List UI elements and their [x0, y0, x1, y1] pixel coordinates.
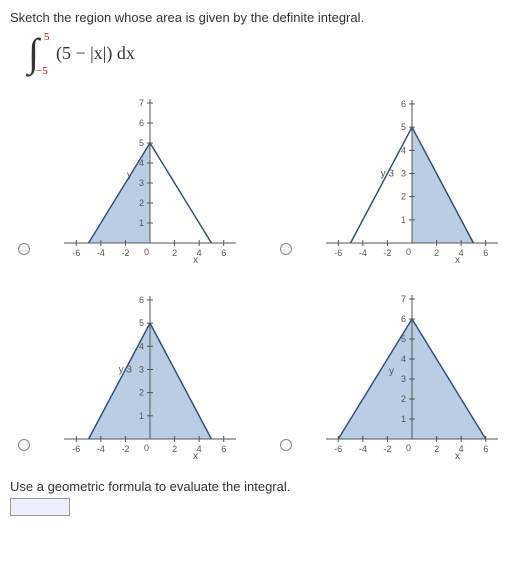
x-tick-label: -2: [121, 444, 129, 454]
x-tick-label: 2: [172, 248, 177, 258]
y-tick-label: 4: [139, 341, 144, 351]
origin-label: 0: [144, 443, 149, 453]
y-tick-label: 2: [139, 198, 144, 208]
integral-expression: ∫ 5 −5 (5 − |x|) dx: [28, 33, 518, 77]
y-tick-label: 6: [401, 99, 406, 109]
plot-A: -6-4-224601234567yx: [36, 89, 246, 269]
choice-B: -6-4-22460123456y 3x: [280, 89, 518, 269]
x-tick-label: 6: [221, 248, 226, 258]
choice-A: -6-4-224601234567yx: [18, 89, 256, 269]
answer-input[interactable]: [10, 498, 70, 516]
x-tick-label: -6: [72, 248, 80, 258]
origin-label: 0: [406, 443, 411, 453]
y-tick-label: 7: [139, 98, 144, 108]
footer-question: Use a geometric formula to evaluate the …: [10, 479, 518, 494]
y-tick-label: 5: [401, 334, 406, 344]
radio-B[interactable]: [280, 243, 292, 255]
x-tick-label: -4: [97, 444, 105, 454]
y-tick-label: 4: [139, 158, 144, 168]
y-tick-label: 2: [401, 394, 406, 404]
y-tick-label: 4: [401, 354, 406, 364]
x-tick-label: 6: [483, 444, 488, 454]
x-axis-label: x: [193, 255, 198, 266]
question-text: Sketch the region whose area is given by…: [10, 10, 518, 25]
y-tick-label: 3: [401, 168, 406, 178]
y-tick-label: 5: [401, 122, 406, 132]
x-tick-label: 6: [483, 248, 488, 258]
y-tick-label: 1: [139, 411, 144, 421]
x-axis-label: x: [455, 255, 460, 266]
integral-lower: −5: [36, 65, 48, 77]
origin-label: 0: [406, 247, 411, 257]
y-axis-label: y: [389, 366, 394, 377]
y-axis-label: y 3: [381, 168, 395, 179]
y-tick-label: 4: [401, 145, 406, 155]
y-tick-label: 6: [401, 314, 406, 324]
x-tick-label: 6: [221, 444, 226, 454]
y-tick-label: 1: [401, 414, 406, 424]
x-tick-label: 2: [172, 444, 177, 454]
x-tick-label: -2: [383, 248, 391, 258]
x-tick-label: -2: [383, 444, 391, 454]
x-axis-label: x: [455, 451, 460, 462]
radio-D[interactable]: [280, 439, 292, 451]
y-tick-label: 2: [139, 388, 144, 398]
x-tick-label: -4: [359, 444, 367, 454]
integral-upper: 5: [44, 31, 50, 43]
x-tick-label: -2: [121, 248, 129, 258]
x-axis-label: x: [193, 451, 198, 462]
x-tick-label: 2: [434, 444, 439, 454]
integral-body: (5 − |x|) dx: [56, 43, 135, 64]
origin-label: 0: [144, 247, 149, 257]
x-tick-label: -6: [334, 248, 342, 258]
y-tick-label: 2: [401, 192, 406, 202]
choice-C: -6-4-22460123456y 3x: [18, 285, 256, 465]
y-tick-label: 1: [401, 215, 406, 225]
y-tick-label: 3: [139, 178, 144, 188]
y-tick-label: 6: [139, 295, 144, 305]
y-tick-label: 7: [401, 294, 406, 304]
x-tick-label: -6: [334, 444, 342, 454]
radio-C[interactable]: [18, 439, 30, 451]
y-axis-label: y 3: [119, 364, 133, 375]
plot-D: -6-4-224601234567yx: [298, 285, 508, 465]
x-tick-label: -6: [72, 444, 80, 454]
y-axis-label: y: [127, 170, 132, 181]
x-tick-label: -4: [359, 248, 367, 258]
y-tick-label: 1: [139, 218, 144, 228]
y-tick-label: 5: [139, 318, 144, 328]
choices-grid: -6 -4 -2 2 4 6 0 1 2 3 4 5 6 7 y x -6 -4 -2 2 4 6 0 1 2 3 4 5 6 y 3 x -…: [18, 89, 518, 465]
choice-D: -6-4-224601234567yx: [280, 285, 518, 465]
triangle-right-edge: [150, 143, 211, 243]
x-tick-label: -4: [97, 248, 105, 258]
radio-A[interactable]: [18, 243, 30, 255]
y-tick-label: 6: [139, 118, 144, 128]
y-tick-label: 3: [139, 364, 144, 374]
plot-C: -6-4-22460123456y 3x: [36, 285, 246, 465]
x-tick-label: 2: [434, 248, 439, 258]
y-tick-label: 5: [139, 138, 144, 148]
plot-B: -6-4-22460123456y 3x: [298, 89, 508, 269]
y-tick-label: 3: [401, 374, 406, 384]
